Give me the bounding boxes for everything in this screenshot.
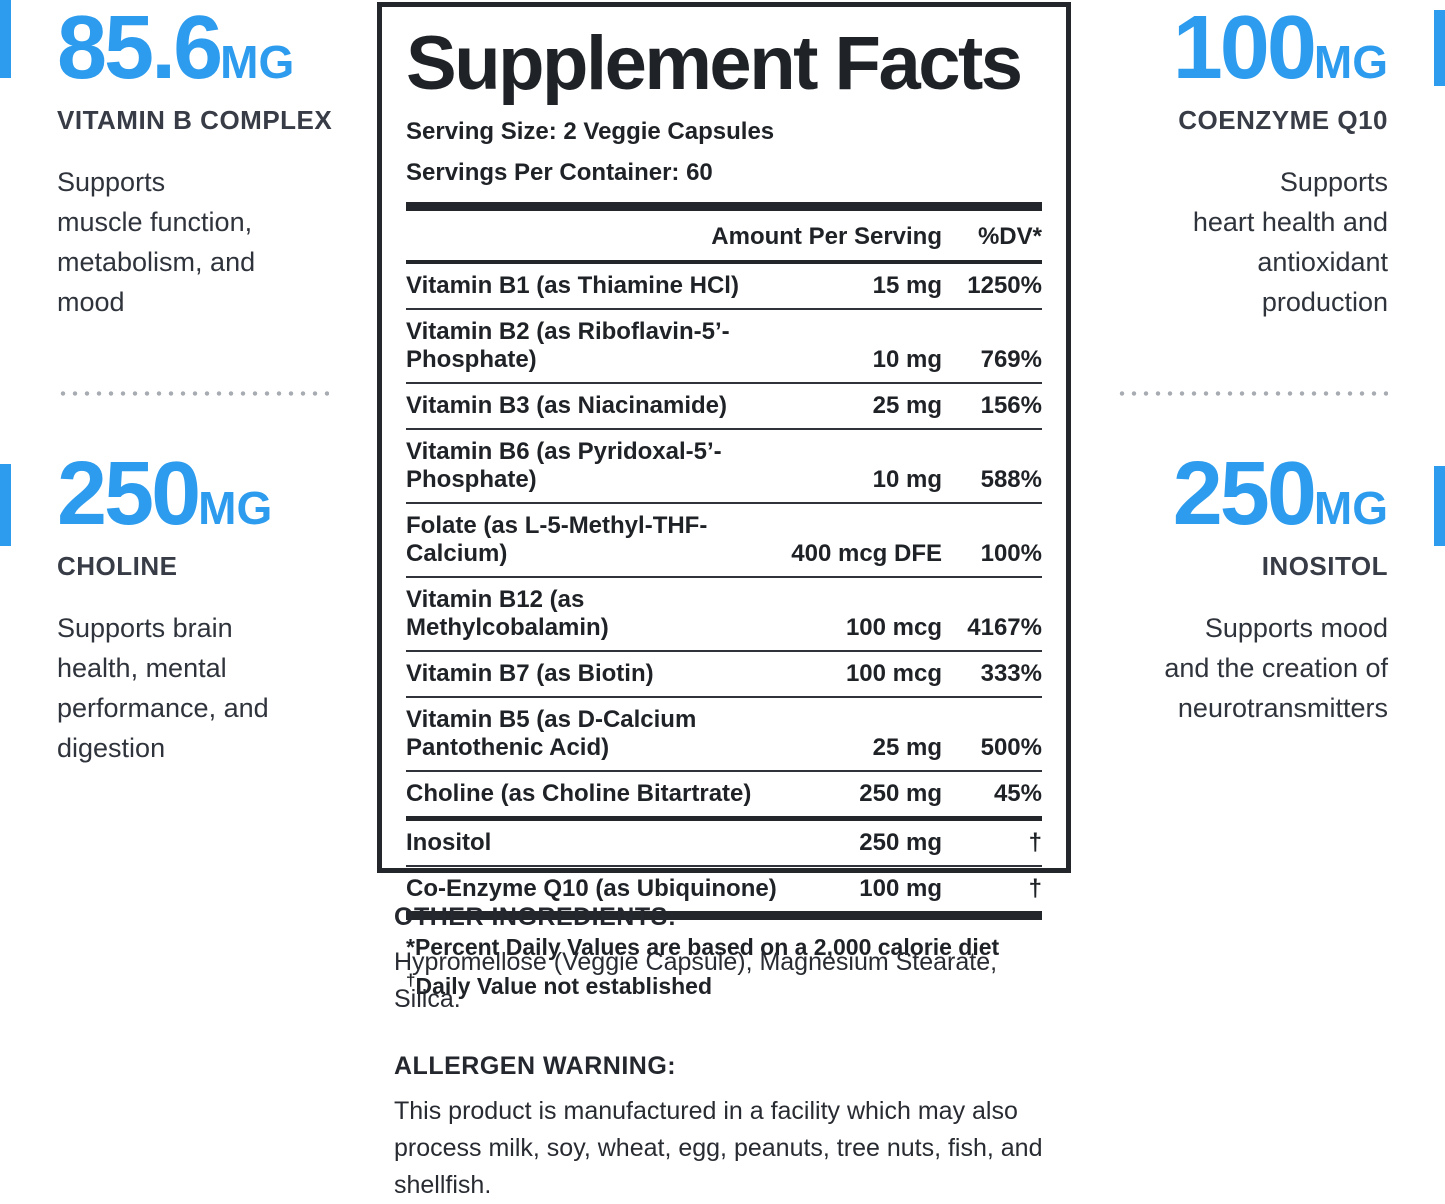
stat-name: INOSITOL xyxy=(1261,550,1388,581)
ingredient-amount: 10 mg xyxy=(872,345,942,373)
stat-section-choline: 250MG CHOLINE Supports brain health, men… xyxy=(57,447,397,768)
table-row: Folate (as L-5-Methyl-THF-Calcium) 400 mc… xyxy=(406,504,1042,578)
stat-number: 100 xyxy=(1172,0,1317,98)
stat-number: 250 xyxy=(57,444,201,544)
ingredient-amount: 25 mg xyxy=(872,391,942,419)
stat-section-coenzyme-q10: 100MG COENZYME Q10 Supports heart health… xyxy=(1048,0,1388,322)
table-header-row: Amount Per Serving %DV* xyxy=(406,211,1042,264)
ingredient-dv: 4167% xyxy=(967,613,1042,641)
table-row: Choline (as Choline Bitartrate) 250 mg 45% xyxy=(406,772,1042,821)
table-row: Co-Enzyme Q10 (as Ubiquinone) 100 mg † xyxy=(406,867,1042,920)
table-row: Vitamin B6 (as Pyridoxal-5’-Phosphate) 10… xyxy=(406,430,1042,504)
dotted-divider-left xyxy=(57,391,329,396)
ingredient-label: Folate (as L-5-Methyl-THF-Calcium) xyxy=(406,511,708,567)
stat-value-line: 250MG xyxy=(57,447,397,542)
accent-bar-right-top xyxy=(1434,10,1445,86)
allergen-warning-block: ALLERGEN WARNING: This product is manufa… xyxy=(394,1052,1059,1204)
ingredient-dv: 45% xyxy=(993,779,1042,807)
stat-number: 85.6 xyxy=(57,0,223,98)
ingredient-label: Vitamin B7 (as Biotin) xyxy=(406,659,654,687)
ingredient-label: Vitamin B1 (as Thiamine HCl) xyxy=(406,271,739,299)
serving-size: Serving Size: 2 Veggie Capsules xyxy=(406,117,775,145)
footnote-daily-values: *Percent Daily Values are based on a 2,0… xyxy=(406,933,1000,960)
ingredient-label: Vitamin B2 (as Riboflavin-5’-Phosphate) xyxy=(406,317,730,373)
ingredient-label: Co-Enzyme Q10 (as Ubiquinone) xyxy=(406,874,777,902)
ingredient-dv: 333% xyxy=(980,659,1042,687)
ingredient-amount: 25 mg xyxy=(872,733,942,761)
ingredient-amount: 100 mcg xyxy=(845,613,942,641)
below-panel-info: OTHER INGREDIENTS: Hypromellose (Veggie … xyxy=(394,903,1059,1204)
ingredient-dv: 1250% xyxy=(967,271,1042,299)
table-row: Vitamin B5 (as D-Calcium Pantothenic Aci… xyxy=(406,698,1042,772)
stat-name: COENZYME Q10 xyxy=(1178,104,1388,135)
ingredient-amount: 100 mg xyxy=(859,874,942,902)
ingredient-amount: 250 mg xyxy=(859,828,942,856)
ingredient-amount: 10 mg xyxy=(872,465,942,493)
ingredient-label: Choline (as Choline Bitartrate) xyxy=(406,779,752,807)
dagger-symbol: † xyxy=(406,969,416,989)
dotted-divider-right xyxy=(1116,391,1388,396)
other-ingredients-text: Hypromellose (Veggie Capsule), Magnesium… xyxy=(394,948,998,1013)
thick-divider xyxy=(406,201,1042,211)
other-ingredients-heading: OTHER INGREDIENTS: xyxy=(394,903,677,931)
column-header-amount: Amount Per Serving xyxy=(711,222,942,250)
ingredient-dv: 588% xyxy=(980,465,1042,493)
accent-bar-left-top xyxy=(0,0,11,78)
stat-description: Supports heart health and antioxidant pr… xyxy=(1192,166,1388,317)
stat-unit: MG xyxy=(220,36,295,88)
stat-value-line: 250MG xyxy=(1048,447,1388,542)
stat-description: Supports mood and the creation of neurot… xyxy=(1164,612,1388,723)
table-row: Vitamin B7 (as Biotin) 100 mcg 333% xyxy=(406,652,1042,698)
ingredient-label: Vitamin B6 (as Pyridoxal-5’-Phosphate) xyxy=(406,437,722,493)
supplement-facts-panel: Supplement Facts Serving Size: 2 Veggie … xyxy=(377,2,1071,999)
stat-section-vitamin-b-complex: 85.6MG VITAMIN B COMPLEX Supports muscle… xyxy=(57,0,397,322)
table-row: Vitamin B3 (as Niacinamide) 25 mg 156% xyxy=(406,384,1042,430)
ingredient-dv: † xyxy=(1028,828,1042,856)
stat-value-line: 85.6MG xyxy=(57,0,397,98)
ingredient-label: Vitamin B12 (as Methylcobalamin) xyxy=(406,585,609,641)
footnotes: *Percent Daily Values are based on a 2,0… xyxy=(406,934,1042,1000)
ingredient-label: Vitamin B3 (as Niacinamide) xyxy=(406,391,727,419)
ingredient-amount: 250 mg xyxy=(859,779,942,807)
allergen-warning-text: This product is manufactured in a facili… xyxy=(394,1097,1043,1199)
stat-number: 250 xyxy=(1172,444,1317,544)
accent-bar-left-bottom xyxy=(0,464,11,546)
stat-name: CHOLINE xyxy=(57,550,178,581)
stat-section-inositol: 250MG INOSITOL Supports mood and the cre… xyxy=(1048,447,1388,728)
table-row: Vitamin B2 (as Riboflavin-5’-Phosphate) 1… xyxy=(406,310,1042,384)
stat-unit: MG xyxy=(1313,36,1388,88)
ingredients-table: Vitamin B1 (as Thiamine HCl) 15 mg 1250% Vi… xyxy=(406,264,1042,920)
ingredient-amount: 100 mcg xyxy=(845,659,942,687)
footnote-dv-not-established: †Daily Value not established xyxy=(406,969,713,999)
ingredient-label: Vitamin B5 (as D-Calcium Pantothenic Aci… xyxy=(406,705,697,761)
ingredient-label: Inositol xyxy=(406,828,492,856)
ingredient-dv: 100% xyxy=(980,539,1042,567)
ingredient-amount: 15 mg xyxy=(872,271,942,299)
stat-unit: MG xyxy=(198,482,273,534)
ingredient-amount: 400 mcg DFE xyxy=(791,539,942,567)
table-row: Vitamin B12 (as Methylcobalamin) 100 mcg 4… xyxy=(406,578,1042,652)
panel-title: Supplement Facts xyxy=(406,21,1023,106)
stat-value-line: 100MG xyxy=(1048,0,1388,98)
stat-description: Supports brain health, mental performanc… xyxy=(57,612,269,763)
table-row: Vitamin B1 (as Thiamine HCl) 15 mg 1250% xyxy=(406,264,1042,310)
table-row: Inositol 250 mg † xyxy=(406,821,1042,867)
ingredient-dv: 500% xyxy=(980,733,1042,761)
stat-name: VITAMIN B COMPLEX xyxy=(57,104,333,135)
accent-bar-right-bottom xyxy=(1434,466,1445,546)
column-header-dv: %DV* xyxy=(977,222,1042,250)
ingredient-dv: 769% xyxy=(980,345,1042,373)
servings-per-container: Servings Per Container: 60 xyxy=(406,158,713,186)
allergen-warning-heading: ALLERGEN WARNING: xyxy=(394,1052,677,1080)
stat-description: Supports muscle function, metabolism, an… xyxy=(57,166,256,317)
ingredient-dv: † xyxy=(1028,874,1042,902)
stat-unit: MG xyxy=(1313,482,1388,534)
ingredient-dv: 156% xyxy=(980,391,1042,419)
